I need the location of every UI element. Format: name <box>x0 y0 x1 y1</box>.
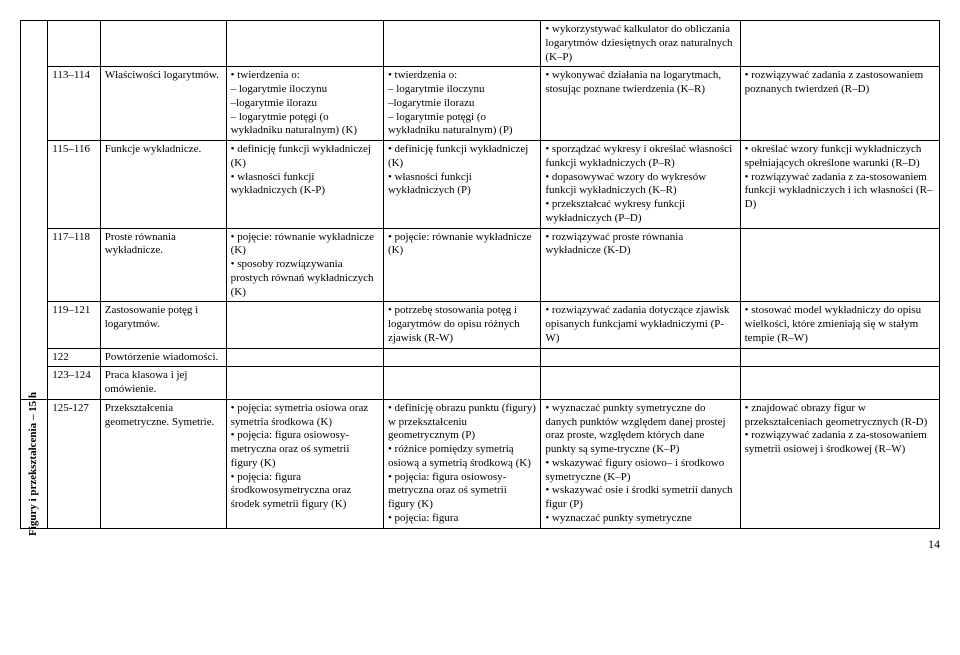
lesson-number: 117–118 <box>48 228 100 302</box>
col-can: • wykorzystywać kalkulator do obliczania… <box>541 21 740 67</box>
sidebar-spacer <box>21 21 48 67</box>
lesson-number: 125-127 <box>48 399 100 528</box>
col-knows <box>226 302 383 348</box>
col-understands <box>383 21 540 67</box>
lesson-topic: Przekształcenia geometryczne. Symetrie. <box>100 399 226 528</box>
col-understands: • potrzebę stosowania potęg i logarytmów… <box>383 302 540 348</box>
curriculum-table: • wykorzystywać kalkulator do obliczania… <box>20 20 940 529</box>
col-advanced <box>740 21 939 67</box>
col-can: • wyznaczać punkty symetryczne do danych… <box>541 399 740 528</box>
col-knows: • pojęcie: równanie wykładnicze (K)• spo… <box>226 228 383 302</box>
col-knows: • twierdzenia o:– logarytmie iloczynu–lo… <box>226 67 383 141</box>
col-knows <box>226 348 383 367</box>
lesson-topic: Właściwości logarytmów. <box>100 67 226 141</box>
col-knows <box>226 367 383 400</box>
col-advanced: • stosować model wykładniczy do opisu wi… <box>740 302 939 348</box>
col-advanced <box>740 348 939 367</box>
col-understands: • definicję obrazu punktu (figury) w prz… <box>383 399 540 528</box>
col-can: • rozwiązywać proste równania wykładnicz… <box>541 228 740 302</box>
section-sidebar: Figury i przekształcenia – 15 h <box>21 399 48 528</box>
lesson-topic <box>100 21 226 67</box>
table-row: 119–121Zastosowanie potęg i logarytmów. •… <box>21 302 940 348</box>
lesson-number: 122 <box>48 348 100 367</box>
col-advanced: • znajdować obrazy figur w przekształcen… <box>740 399 939 528</box>
lesson-topic: Funkcje wykładnicze. <box>100 141 226 229</box>
table-row: 117–118Proste równania wykładnicze.• poj… <box>21 228 940 302</box>
lesson-number: 113–114 <box>48 67 100 141</box>
col-can <box>541 348 740 367</box>
col-understands <box>383 367 540 400</box>
col-can: • rozwiązywać zadania dotyczące zjawisk … <box>541 302 740 348</box>
col-understands <box>383 348 540 367</box>
table-row: 122Powtórzenie wiadomości. <box>21 348 940 367</box>
col-advanced <box>740 367 939 400</box>
lesson-number <box>48 21 100 67</box>
section-label: Figury i przekształcenia – 15 h <box>27 384 41 544</box>
table-row: 113–114Właściwości logarytmów.• twierdze… <box>21 67 940 141</box>
lesson-topic: Proste równania wykładnicze. <box>100 228 226 302</box>
col-understands: • definicję funkcji wykładniczej (K)• wł… <box>383 141 540 229</box>
col-advanced: • rozwiązywać zadania z zastosowaniem po… <box>740 67 939 141</box>
table-row: Figury i przekształcenia – 15 h125-127Pr… <box>21 399 940 528</box>
col-understands: • twierdzenia o:– logarytmie iloczynu–lo… <box>383 67 540 141</box>
col-understands: • pojęcie: równanie wykładnicze (K) <box>383 228 540 302</box>
lesson-number: 119–121 <box>48 302 100 348</box>
col-advanced <box>740 228 939 302</box>
lesson-topic: Zastosowanie potęg i logarytmów. <box>100 302 226 348</box>
sidebar-spacer <box>21 302 48 348</box>
sidebar-spacer <box>21 67 48 141</box>
col-knows: • definicję funkcji wykładniczej (K)• wł… <box>226 141 383 229</box>
table-row: • wykorzystywać kalkulator do obliczania… <box>21 21 940 67</box>
table-row: 123–124Praca klasowa i jej omówienie. <box>21 367 940 400</box>
col-can: • sporządzać wykresy i określać własnośc… <box>541 141 740 229</box>
lesson-topic: Praca klasowa i jej omówienie. <box>100 367 226 400</box>
col-advanced: • określać wzory funkcji wykładniczych s… <box>740 141 939 229</box>
sidebar-spacer <box>21 228 48 302</box>
sidebar-spacer <box>21 141 48 229</box>
table-row: 115–116Funkcje wykładnicze.• definicję f… <box>21 141 940 229</box>
lesson-topic: Powtórzenie wiadomości. <box>100 348 226 367</box>
lesson-number: 123–124 <box>48 367 100 400</box>
sidebar-spacer <box>21 348 48 367</box>
page-number: 14 <box>20 537 940 552</box>
col-knows: • pojęcia: symetria osiowa oraz symetria… <box>226 399 383 528</box>
col-knows <box>226 21 383 67</box>
lesson-number: 115–116 <box>48 141 100 229</box>
col-can <box>541 367 740 400</box>
col-can: • wykonywać działania na logarytmach, st… <box>541 67 740 141</box>
